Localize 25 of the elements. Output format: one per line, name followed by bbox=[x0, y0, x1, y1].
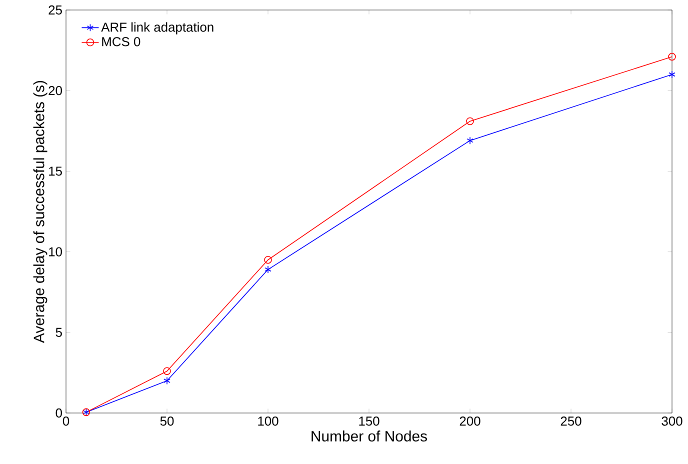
point bbox=[668, 52, 676, 61]
x-tick-label: 200 bbox=[460, 416, 480, 426]
x-tick-label: 300 bbox=[662, 416, 682, 426]
y-tick-label: 10 bbox=[49, 247, 62, 256]
y-axis-title: Average delay of successful packets (s) bbox=[33, 80, 48, 343]
x-tick-label: 150 bbox=[359, 416, 380, 426]
x-axis-title: Number of Nodes bbox=[312, 430, 427, 442]
x-tick-label: 50 bbox=[160, 416, 174, 426]
y-tick-label: 5 bbox=[56, 328, 62, 337]
y-tick-label: 20 bbox=[48, 86, 62, 96]
x-tick-label: 250 bbox=[560, 416, 582, 426]
point bbox=[164, 376, 170, 385]
point bbox=[466, 136, 474, 144]
point bbox=[163, 367, 171, 375]
point bbox=[264, 256, 272, 264]
point bbox=[264, 266, 272, 274]
legend-label: MCS 0 bbox=[102, 37, 140, 46]
point bbox=[466, 117, 474, 126]
y-tick-label: 0 bbox=[56, 408, 62, 418]
y-tick-label: 15 bbox=[49, 166, 62, 176]
point bbox=[668, 70, 676, 78]
legend-label: ARF link adaptation bbox=[101, 22, 214, 34]
x-tick-label: 0 bbox=[62, 416, 70, 426]
x-tick-label: 100 bbox=[258, 416, 278, 426]
y-tick-label: 25 bbox=[48, 5, 62, 15]
